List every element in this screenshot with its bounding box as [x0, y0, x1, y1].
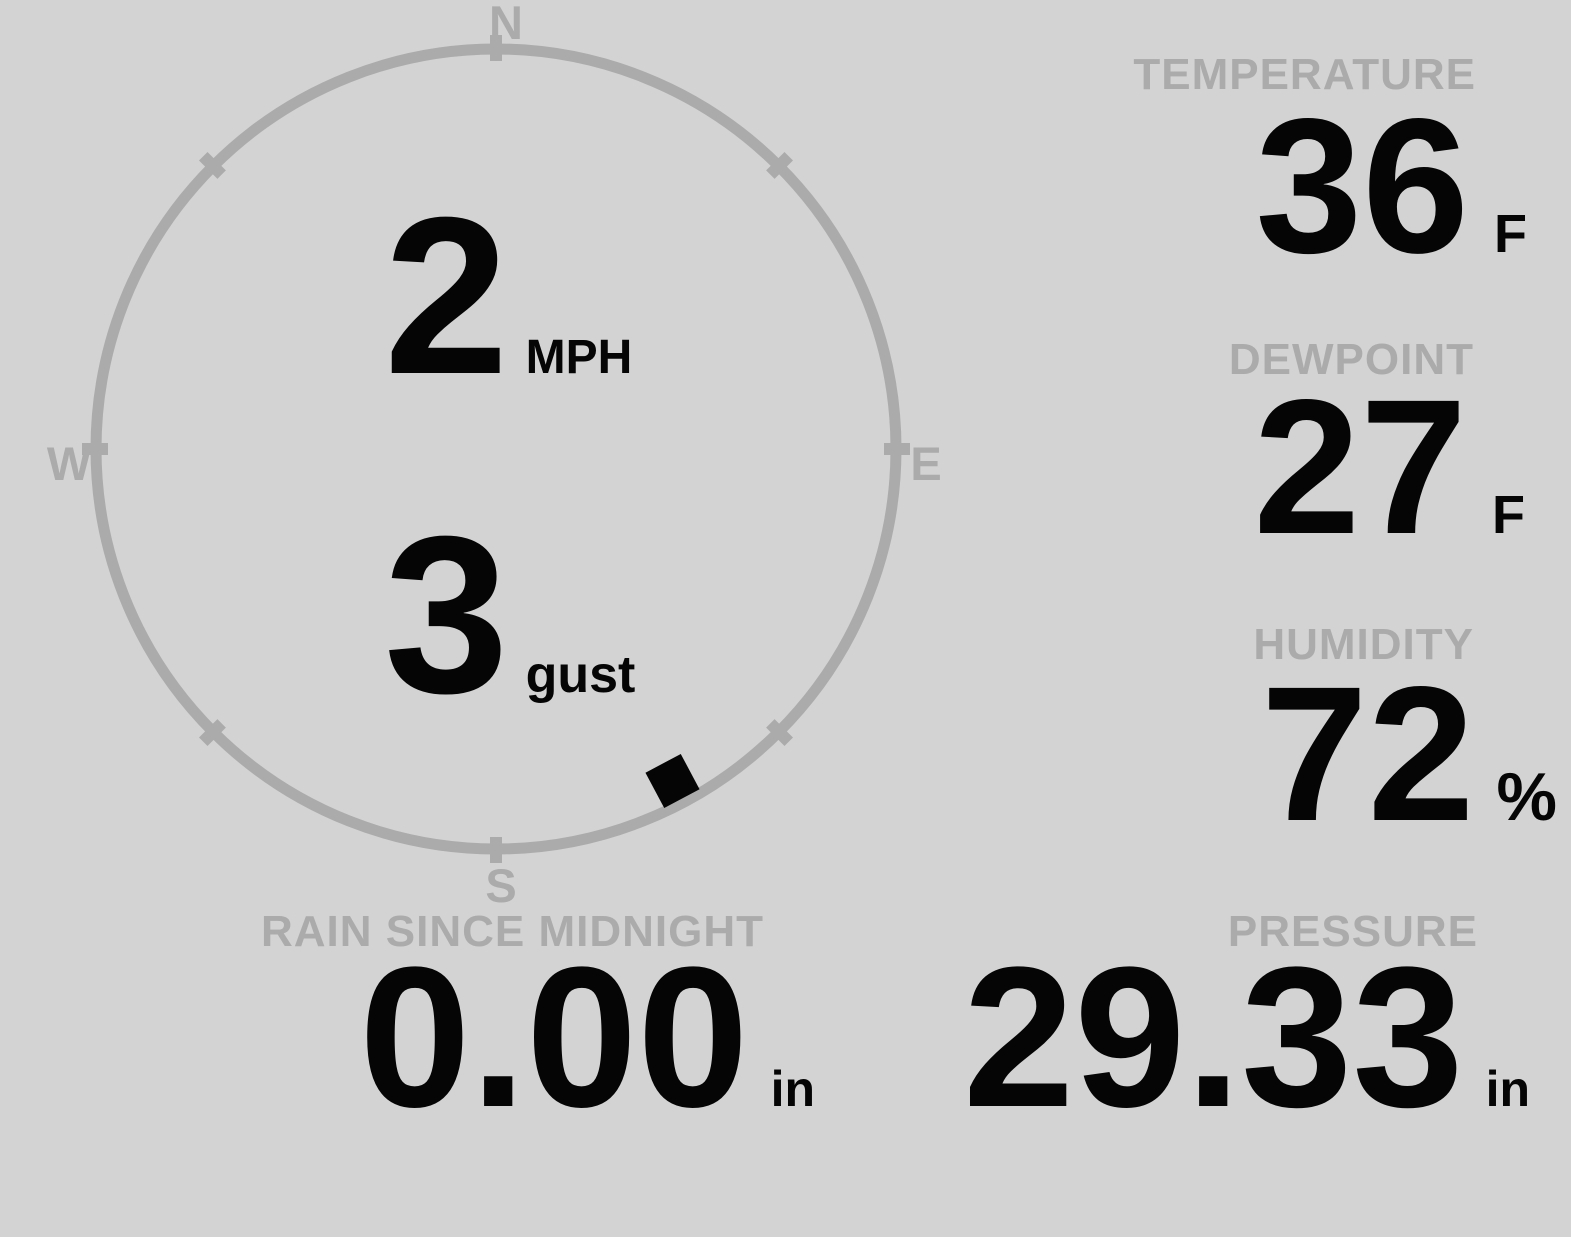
compass-tick-s: [490, 837, 502, 863]
wind-speed-unit: MPH: [525, 331, 633, 384]
humidity-value-row: 72 %: [1261, 658, 1557, 850]
temperature-label: TEMPERATURE: [1133, 50, 1476, 99]
compass-label-north: N: [489, 0, 523, 49]
compass-label-west: W: [46, 437, 92, 490]
temperature-unit: F: [1494, 204, 1527, 264]
compass-ring-group: [82, 35, 910, 863]
compass-tick-e: [884, 443, 910, 455]
compass-tick-n: [490, 35, 502, 61]
wind-speed-row: 2 MPH: [384, 184, 632, 408]
dewpoint-unit: F: [1492, 485, 1525, 545]
humidity-value: 72: [1260, 646, 1475, 861]
humidity-unit: %: [1496, 759, 1557, 835]
pressure-value: 29.33: [963, 926, 1464, 1149]
wind-gust-value: 3: [384, 490, 509, 740]
dewpoint-value: 27: [1253, 359, 1467, 574]
rain-label: RAIN SINCE MIDNIGHT: [261, 907, 764, 956]
humidity-label: HUMIDITY: [1253, 620, 1474, 669]
compass-tick-se: [766, 719, 793, 746]
dewpoint-label: DEWPOINT: [1228, 335, 1474, 384]
wind-gust-unit: gust: [525, 646, 636, 704]
rain-unit: in: [770, 1061, 815, 1117]
dewpoint-value-row: 27 F: [1253, 371, 1525, 563]
compass-ticks: [82, 35, 910, 863]
pressure-label: PRESSURE: [1227, 907, 1478, 956]
wind-direction-marker: [645, 753, 700, 809]
compass-tick-sw: [199, 719, 226, 746]
compass-label-east: E: [910, 437, 942, 490]
compass-tick-w: [82, 443, 108, 455]
temperature-value-row: 36 F: [1255, 90, 1527, 282]
rain-value-row: 0.00 in: [359, 938, 815, 1138]
wind-gust-row: 3 gust: [384, 503, 635, 727]
compass-tick-ne: [766, 152, 793, 179]
rain-value: 0.00: [359, 926, 749, 1149]
pressure-value-row: 29.33 in: [963, 938, 1530, 1138]
compass-label-south: S: [485, 859, 517, 912]
temperature-value: 36: [1255, 78, 1469, 293]
wind-compass-dial: [82, 35, 910, 863]
compass-tick-nw: [199, 152, 226, 179]
wind-speed-value: 2: [384, 171, 509, 421]
pressure-unit: in: [1485, 1061, 1530, 1117]
